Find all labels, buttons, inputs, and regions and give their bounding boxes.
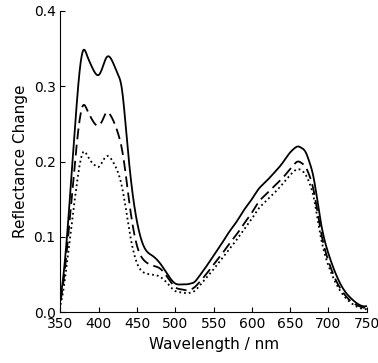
- Y-axis label: Reflectance Change: Reflectance Change: [13, 85, 28, 238]
- X-axis label: Wavelength / nm: Wavelength / nm: [149, 337, 279, 352]
